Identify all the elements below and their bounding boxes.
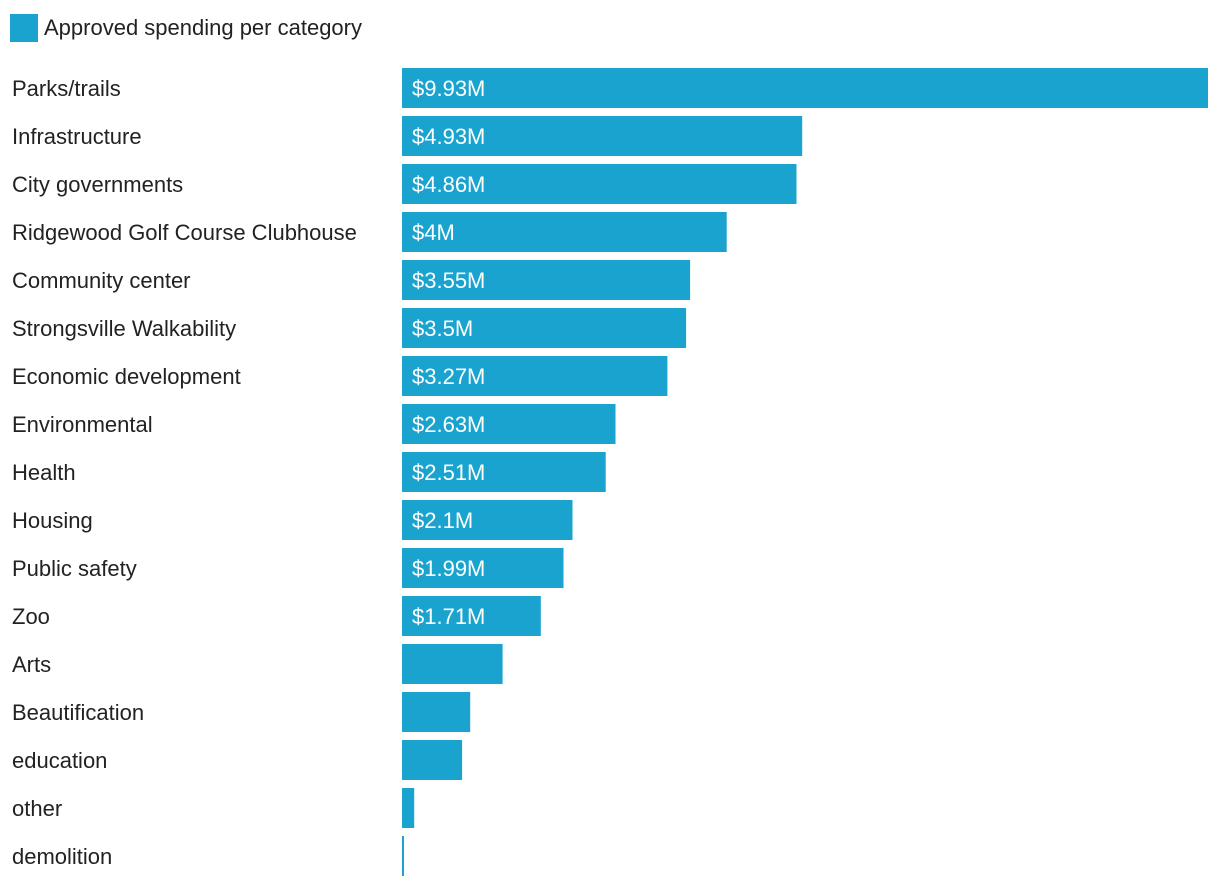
bar-row: City governments $4.86M: [12, 164, 797, 204]
bar-row: Health $2.51M: [12, 452, 606, 492]
bar-value-label: $3.27M: [412, 364, 485, 389]
category-label: Parks/trails: [12, 76, 121, 101]
category-label: Health: [12, 460, 76, 485]
category-label: other: [12, 796, 62, 821]
bar-rows: Parks/trails $9.93M Infrastructure $4.93M Ci…: [12, 68, 1208, 876]
bar-row: Strongsville Walkability $3.5M: [12, 308, 687, 348]
bar: [402, 404, 616, 444]
legend-label: Approved spending per category: [44, 15, 362, 40]
bar: [402, 356, 668, 396]
bar-value-label: $4M: [412, 220, 455, 245]
category-label: City governments: [12, 172, 183, 197]
bar-value-label: $4.93M: [412, 124, 485, 149]
bar-row: demolition: [12, 836, 404, 876]
bar-row: Economic development $3.27M: [12, 356, 668, 396]
bar-value-label: $2.51M: [412, 460, 485, 485]
bar: [402, 548, 564, 588]
bar-value-label: $1.71M: [412, 604, 485, 629]
legend-swatch: [10, 14, 38, 42]
bar-value-label: $9.93M: [412, 76, 485, 101]
category-label: Housing: [12, 508, 93, 533]
category-label: Beautification: [12, 700, 144, 725]
bar-value-label: $1.99M: [412, 556, 485, 581]
bar-value-label: $2.63M: [412, 412, 485, 437]
category-label: Strongsville Walkability: [12, 316, 236, 341]
bar-row: Public safety $1.99M: [12, 548, 564, 588]
bar-row: education: [12, 740, 463, 780]
bar: [402, 644, 503, 684]
bar: [402, 116, 803, 156]
bar-row: Beautification: [12, 692, 471, 732]
bar: [402, 836, 404, 876]
bar-value-label: $3.5M: [412, 316, 473, 341]
bar-value-label: $3.55M: [412, 268, 485, 293]
bar: [402, 596, 541, 636]
category-label: Arts: [12, 652, 51, 677]
bar: [402, 740, 463, 780]
bar-row: Parks/trails $9.93M: [12, 68, 1208, 108]
bar-row: other: [12, 788, 415, 828]
bar: [402, 308, 687, 348]
category-label: Economic development: [12, 364, 241, 389]
bar-row: Infrastructure $4.93M: [12, 116, 803, 156]
bar: [402, 212, 727, 252]
bar: [402, 68, 1208, 108]
bar-row: Ridgewood Golf Course Clubhouse $4M: [12, 212, 727, 252]
category-label: Community center: [12, 268, 191, 293]
bar-value-label: $2.1M: [412, 508, 473, 533]
category-label: Ridgewood Golf Course Clubhouse: [12, 220, 357, 245]
bar-row: Housing $2.1M: [12, 500, 573, 540]
bar: [402, 788, 415, 828]
category-label: Infrastructure: [12, 124, 142, 149]
category-label: education: [12, 748, 107, 773]
bar-row: Environmental $2.63M: [12, 404, 616, 444]
bar: [402, 452, 606, 492]
bar-value-label: $4.86M: [412, 172, 485, 197]
bar-row: Zoo $1.71M: [12, 596, 541, 636]
category-label: Public safety: [12, 556, 137, 581]
category-label: Environmental: [12, 412, 153, 437]
category-label: Zoo: [12, 604, 50, 629]
legend: Approved spending per category: [10, 14, 362, 42]
bar: [402, 260, 691, 300]
bar: [402, 692, 471, 732]
bar: [402, 164, 797, 204]
bar: [402, 500, 573, 540]
bar-row: Community center $3.55M: [12, 260, 691, 300]
bar-row: Arts: [12, 644, 503, 684]
category-label: demolition: [12, 844, 112, 869]
